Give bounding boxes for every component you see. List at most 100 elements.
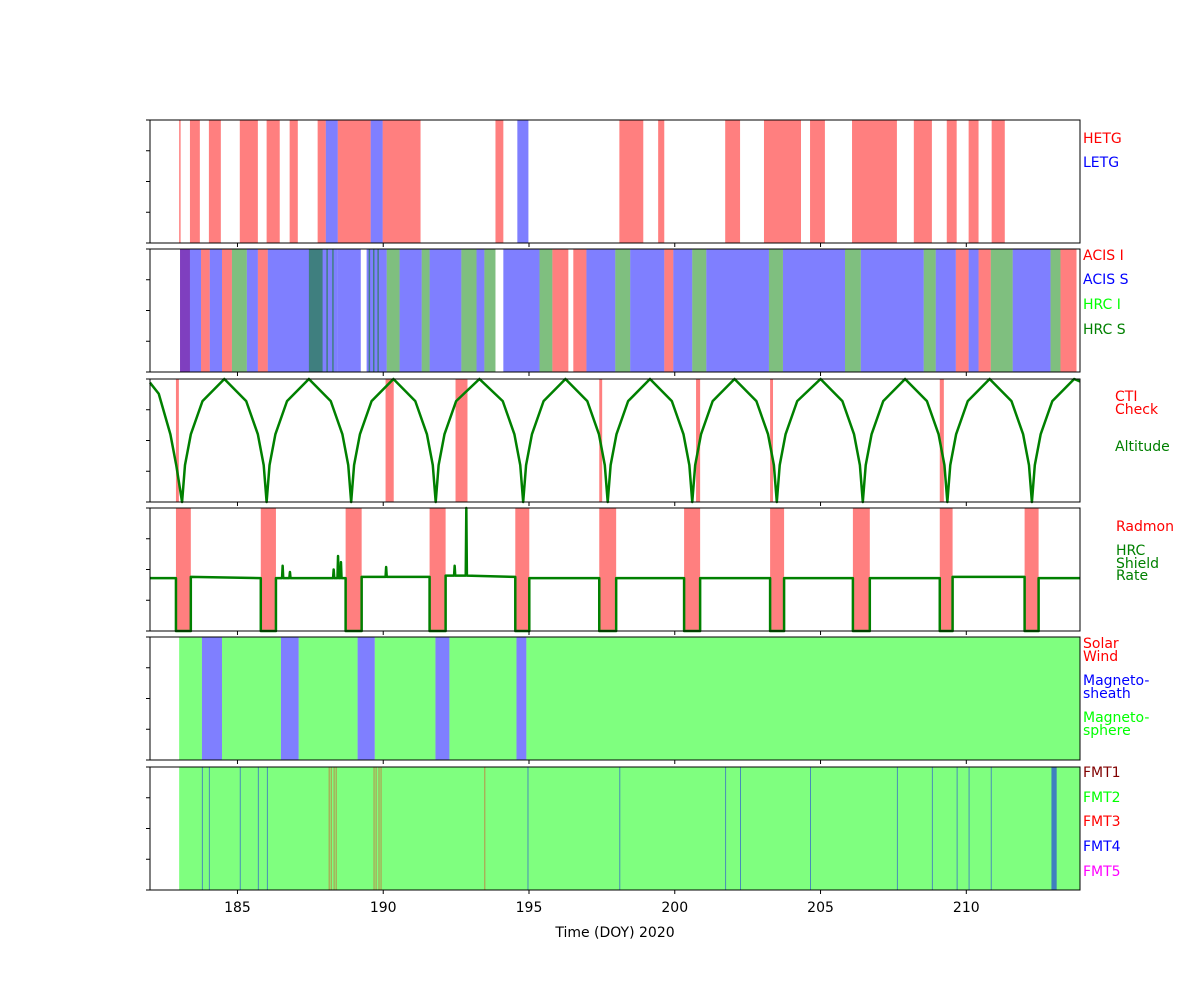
- legend-entry: FMT3: [1083, 814, 1121, 830]
- interval-band: [586, 249, 616, 372]
- interval-band: [345, 508, 362, 631]
- interval-band: [896, 767, 898, 890]
- panel-frame: [149, 119, 1081, 244]
- x-axis-label: Time (DOY) 2020: [554, 925, 674, 941]
- x-tick-label: 205: [807, 900, 834, 916]
- x-tick-label: 200: [661, 900, 688, 916]
- interval-band: [706, 249, 769, 372]
- legend-entry: Magneto- sheath: [1083, 673, 1150, 702]
- interval-band: [380, 767, 382, 890]
- interval-band: [931, 767, 933, 890]
- interval-band: [939, 379, 944, 502]
- interval-band: [222, 637, 281, 760]
- interval-band: [923, 249, 936, 372]
- interval-band: [257, 249, 268, 372]
- interval-band: [266, 120, 280, 243]
- interval-band: [330, 767, 332, 890]
- interval-band: [1024, 508, 1039, 631]
- interval-band: [326, 249, 328, 372]
- legend-entry: Magneto- sphere: [1083, 710, 1150, 739]
- interval-band: [175, 508, 191, 631]
- interval-band: [539, 249, 553, 372]
- legend-entry: Radmon: [1116, 519, 1174, 535]
- interval-band: [382, 120, 421, 243]
- legend-entry: FMT1: [1083, 765, 1121, 781]
- legend-entry: ACIS S: [1083, 272, 1129, 288]
- interval-band: [956, 767, 958, 890]
- interval-band: [308, 249, 323, 372]
- interval-band: [517, 120, 529, 243]
- interval-band: [1060, 249, 1077, 372]
- interval-band: [337, 120, 371, 243]
- interval-band: [619, 120, 644, 243]
- legend-entry: FMT2: [1083, 790, 1121, 806]
- interval-band: [317, 120, 326, 243]
- interval-band: [335, 767, 337, 890]
- interval-band: [852, 508, 870, 631]
- legend-entry: HETG: [1083, 131, 1122, 147]
- interval-band: [429, 249, 462, 372]
- interval-band: [740, 767, 741, 890]
- interval-band: [421, 249, 430, 372]
- interval-band: [357, 637, 375, 760]
- interval-band: [201, 767, 203, 890]
- interval-band: [333, 767, 335, 890]
- interval-band: [495, 120, 504, 243]
- interval-band: [968, 120, 979, 243]
- interval-band: [180, 249, 202, 372]
- interval-band: [399, 249, 422, 372]
- interval-band: [852, 120, 897, 243]
- interval-band: [239, 120, 258, 243]
- legend-entry: Altitude: [1115, 439, 1170, 455]
- interval-band: [692, 249, 707, 372]
- interval-band: [366, 249, 387, 372]
- interval-band: [860, 249, 924, 372]
- interval-band: [289, 120, 298, 243]
- interval-band: [267, 249, 338, 372]
- interval-band: [377, 249, 379, 372]
- interval-band: [619, 767, 621, 890]
- interval-band: [476, 249, 485, 372]
- interval-band: [664, 249, 674, 372]
- interval-band: [332, 249, 334, 372]
- x-tick-label: 190: [370, 900, 397, 916]
- interval-band: [968, 767, 970, 890]
- interval-band: [375, 767, 377, 890]
- interval-band: [968, 249, 979, 372]
- interval-band: [373, 249, 375, 372]
- data-line: [150, 506, 1080, 633]
- interval-band: [810, 767, 811, 890]
- interval-band: [257, 767, 259, 890]
- interval-band: [260, 508, 276, 631]
- interval-band: [939, 508, 953, 631]
- interval-band: [503, 249, 540, 372]
- interval-band: [337, 249, 361, 372]
- interval-band: [208, 120, 221, 243]
- interval-band: [449, 637, 517, 760]
- interval-band: [231, 249, 247, 372]
- interval-band: [1051, 767, 1057, 890]
- interval-band: [175, 379, 179, 502]
- interval-band: [386, 249, 400, 372]
- interval-band: [526, 637, 1080, 760]
- interval-band: [455, 379, 468, 502]
- interval-band: [370, 120, 383, 243]
- legend-entry: HRC S: [1083, 322, 1126, 338]
- interval-band: [378, 767, 380, 890]
- interval-band: [684, 508, 701, 631]
- interval-band: [768, 249, 783, 372]
- interval-band: [515, 508, 530, 631]
- interval-band: [435, 637, 450, 760]
- interval-band: [552, 249, 569, 372]
- legend-entry: FMT4: [1083, 839, 1121, 855]
- interval-band: [913, 120, 932, 243]
- interval-band: [845, 249, 861, 372]
- interval-band: [209, 249, 223, 372]
- legend-entry: Solar Wind: [1083, 636, 1119, 665]
- interval-band: [955, 249, 969, 372]
- legend-entry: HRC Shield Rate: [1116, 543, 1160, 584]
- interval-band: [615, 249, 631, 372]
- interval-band: [599, 508, 617, 631]
